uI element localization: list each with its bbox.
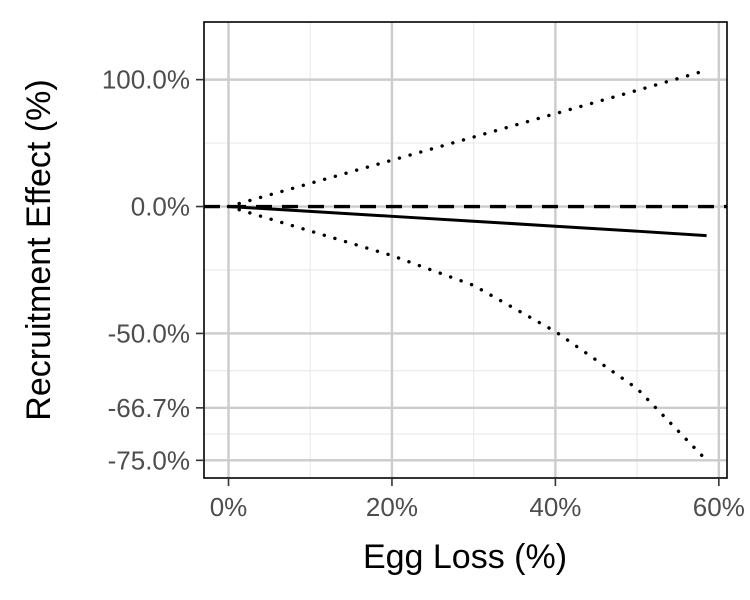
grid-minor bbox=[204, 22, 727, 478]
x-tick-label: 0% bbox=[210, 492, 248, 522]
x-tick-label: 40% bbox=[529, 492, 581, 522]
grid-major bbox=[204, 22, 727, 478]
y-tick-label: -66.7% bbox=[108, 393, 190, 423]
y-axis-title: Recruitment Effect (%) bbox=[20, 79, 58, 420]
x-axis-title: Egg Loss (%) bbox=[363, 538, 567, 576]
x-tick-label: 60% bbox=[693, 492, 745, 522]
y-axis: 100.0% 0.0% -50.0% -66.7% -75.0% bbox=[102, 65, 204, 475]
y-tick-label: -50.0% bbox=[108, 318, 190, 348]
y-tick-label: 0.0% bbox=[131, 192, 190, 222]
series-line-dotted-1 bbox=[226, 68, 709, 209]
series-layer bbox=[204, 68, 727, 463]
panel-border bbox=[203, 21, 728, 479]
y-tick-label: -75.0% bbox=[108, 445, 190, 475]
series-line-solid-0 bbox=[228, 205, 707, 238]
x-tick-label: 20% bbox=[366, 492, 418, 522]
x-axis: 0% 20% 40% 60% bbox=[210, 478, 745, 522]
y-tick-label: 100.0% bbox=[102, 65, 190, 95]
